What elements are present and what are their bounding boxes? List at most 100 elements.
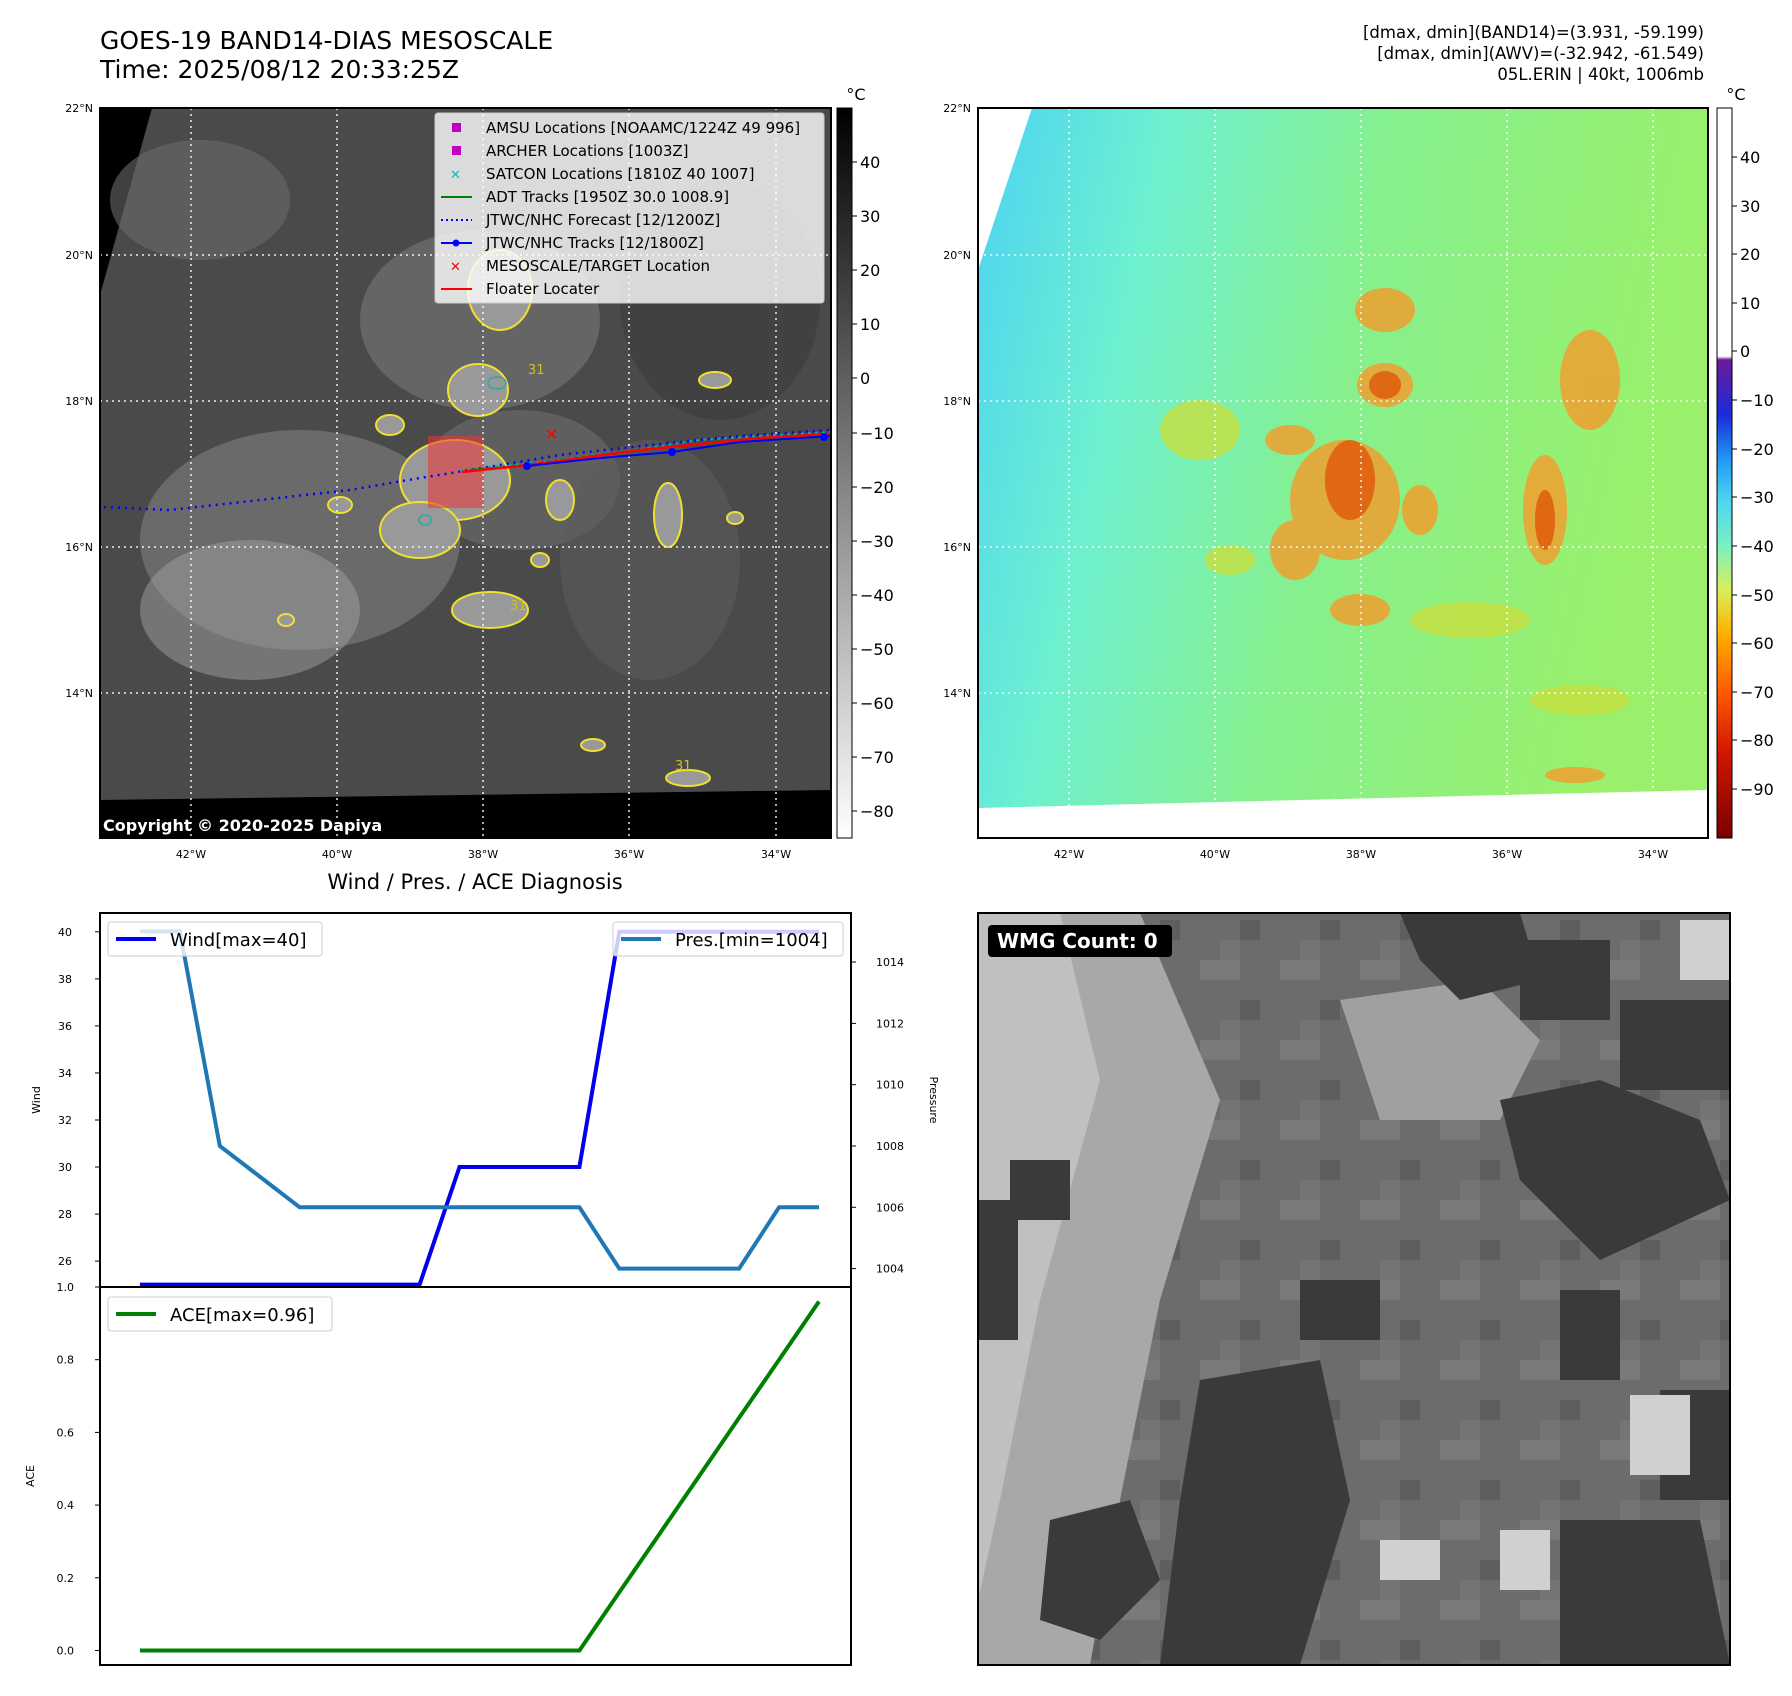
awv-lat-18: 18°N	[943, 395, 971, 408]
ir-colorbar-tick: −10	[860, 424, 894, 443]
ir-lat-16: 16°N	[65, 541, 93, 554]
legend-item: ARCHER Locations [1003Z]	[452, 142, 689, 160]
ir-colorbar-tick: 0	[860, 369, 870, 388]
ir-colorbar-tick: −50	[860, 640, 894, 659]
ace-chart: ACE 0.0 0.2 0.4 0.6 0.8 1.0 ACE[max=0.96]	[24, 1281, 852, 1666]
diagnosis-title: Wind / Pres. / ACE Diagnosis	[327, 870, 622, 894]
pressure-legend-box	[612, 921, 844, 957]
ir-colorbar-tick: 20	[860, 261, 880, 280]
title-line: GOES-19 BAND14-DIAS MESOSCALE	[100, 26, 554, 55]
ir-map: ✕ 31 31 31 Copyright © 2020-2025 Dapiya …	[65, 102, 832, 861]
pressure-tick: 1008	[876, 1140, 904, 1153]
wmg-count-badge	[988, 925, 1172, 957]
awv-lon-38: 38°W	[1346, 848, 1376, 861]
awv-lon-36: 36°W	[1492, 848, 1522, 861]
ir-colorbar-tick: 40	[860, 153, 880, 172]
ir-lat-18: 18°N	[65, 395, 93, 408]
ir-lon-38: 38°W	[468, 848, 498, 861]
wind-tick: 34	[58, 1067, 72, 1080]
stats-block: [dmax, dmin](BAND14)=(3.931, -59.199) [d…	[1363, 22, 1704, 85]
ace-series-line	[139, 1300, 821, 1653]
wind-pressure-chart: Wind Pressure 26 28 30 32 34 36 38 40 1004 1006 10…	[30, 912, 940, 1288]
awv-colorbar-tick: −60	[1740, 634, 1774, 653]
legend-label: ADT Tracks [1950Z 30.0 1008.9]	[486, 188, 729, 206]
ir-colorbar-unit: °C	[846, 85, 865, 104]
figure-title: GOES-19 BAND14-DIAS MESOSCALE Time: 2025…	[100, 26, 553, 84]
awv-lat-14: 14°N	[943, 687, 971, 700]
awv-lat-20: 20°N	[943, 249, 971, 262]
awv-lon-42: 42°W	[1054, 848, 1084, 861]
awv-colorbar-tick: −50	[1740, 586, 1774, 605]
ace-legend-box	[107, 1296, 333, 1332]
awv-lat-16: 16°N	[943, 541, 971, 554]
pressure-tick: 1012	[876, 1017, 904, 1030]
legend-marker-square	[452, 123, 461, 132]
ace-tick: 0.6	[57, 1426, 75, 1439]
contour-label: 31	[528, 363, 545, 378]
stats-awv: [dmax, dmin](AWV)=(-32.942, -61.549)	[1377, 44, 1704, 63]
wind-legend-box	[107, 921, 323, 957]
legend-item: JTWC/NHC Tracks [12/1800Z]	[441, 234, 704, 252]
awv-colorbar-tick: −20	[1740, 440, 1774, 459]
ace-tick: 0.0	[57, 1644, 75, 1657]
legend-item: ADT Tracks [1950Z 30.0 1008.9]	[441, 188, 729, 206]
legend-item: AMSU Locations [NOAAMC/1224Z 49 996]	[452, 119, 800, 137]
pressure-tick: 1004	[876, 1263, 904, 1276]
legend-item: Floater Locater	[441, 280, 600, 298]
ace-tick: 0.8	[57, 1354, 75, 1367]
legend-label: SATCON Locations [1810Z 40 1007]	[486, 165, 754, 183]
stats-storm: 05L.ERIN | 40kt, 1006mb	[1497, 65, 1704, 84]
legend-label: JTWC/NHC Tracks [12/1800Z]	[485, 234, 704, 252]
awv-colorbar-tick: 40	[1740, 148, 1760, 167]
ace-tick: 1.0	[57, 1281, 75, 1294]
legend-label: JTWC/NHC Forecast [12/1200Z]	[485, 211, 720, 229]
pressure-tick: 1006	[876, 1201, 904, 1214]
legend-item: ✕ SATCON Locations [1810Z 40 1007]	[450, 165, 754, 183]
legend-label: ARCHER Locations [1003Z]	[486, 142, 689, 160]
copyright-text: Copyright © 2020-2025 Dapiya	[103, 816, 382, 835]
legend-marker-x: ✕	[450, 168, 461, 183]
legend-label: Floater Locater	[486, 280, 600, 298]
legend-marker-dot	[452, 239, 460, 247]
legend-marker-square	[452, 146, 461, 155]
legend-item: JTWC/NHC Forecast [12/1200Z]	[441, 211, 720, 229]
ir-colorbar-tick: −60	[860, 694, 894, 713]
time-line: Time: 2025/08/12 20:33:25Z	[100, 55, 459, 84]
wind-legend: Wind[max=40]	[107, 921, 323, 957]
ir-colorbar-tick: −70	[860, 748, 894, 767]
ir-lat-14: 14°N	[65, 687, 93, 700]
wind-tick: 38	[58, 973, 72, 986]
ace-tick: 0.2	[57, 1572, 75, 1585]
awv-colorbar-tick: −90	[1740, 780, 1774, 799]
ir-colorbar-tick: −40	[860, 586, 894, 605]
legend: AMSU Locations [NOAAMC/1224Z 49 996] ARCH…	[434, 112, 825, 304]
awv-lon-34: 34°W	[1638, 848, 1668, 861]
ir-colorbar: °C 40 30 20 10 0 −10 −20 −30 −40 −50 −60 −70 −80	[836, 85, 894, 839]
ir-lat-22: 22°N	[65, 102, 93, 115]
awv-colorbar-tick: 20	[1740, 245, 1760, 264]
contour-label-2: 31	[510, 599, 527, 614]
awv-lat-22: 22°N	[943, 102, 971, 115]
wind-tick: 40	[58, 926, 72, 939]
pressure-legend: Pres.[min=1004]	[612, 921, 844, 957]
pressure-axis-label: Pressure	[927, 1077, 940, 1124]
awv-colorbar-tick: −80	[1740, 731, 1774, 750]
wind-tick: 26	[58, 1255, 72, 1268]
ace-legend-label: ACE[max=0.96]	[170, 1305, 314, 1326]
awv-colorbar-tick: −10	[1740, 391, 1774, 410]
awv-colorbar-tick: 0	[1740, 342, 1750, 361]
ir-lon-36: 36°W	[614, 848, 644, 861]
ace-tick: 0.4	[57, 1499, 75, 1512]
wind-tick: 30	[58, 1161, 72, 1174]
legend-marker-x: ✕	[450, 260, 461, 275]
ir-colorbar-tick: −30	[860, 532, 894, 551]
wind-legend-label: Wind[max=40]	[170, 930, 307, 951]
legend-label: AMSU Locations [NOAAMC/1224Z 49 996]	[486, 119, 800, 137]
pressure-series-line	[139, 929, 819, 1271]
ir-lon-34: 34°W	[761, 848, 791, 861]
wmg-count-label: WMG Count: 0	[997, 929, 1158, 953]
pressure-legend-label: Pres.[min=1004]	[675, 930, 828, 951]
contour-label-3: 31	[675, 759, 692, 774]
ir-lon-40: 40°W	[322, 848, 352, 861]
awv-colorbar-tick: −70	[1740, 683, 1774, 702]
